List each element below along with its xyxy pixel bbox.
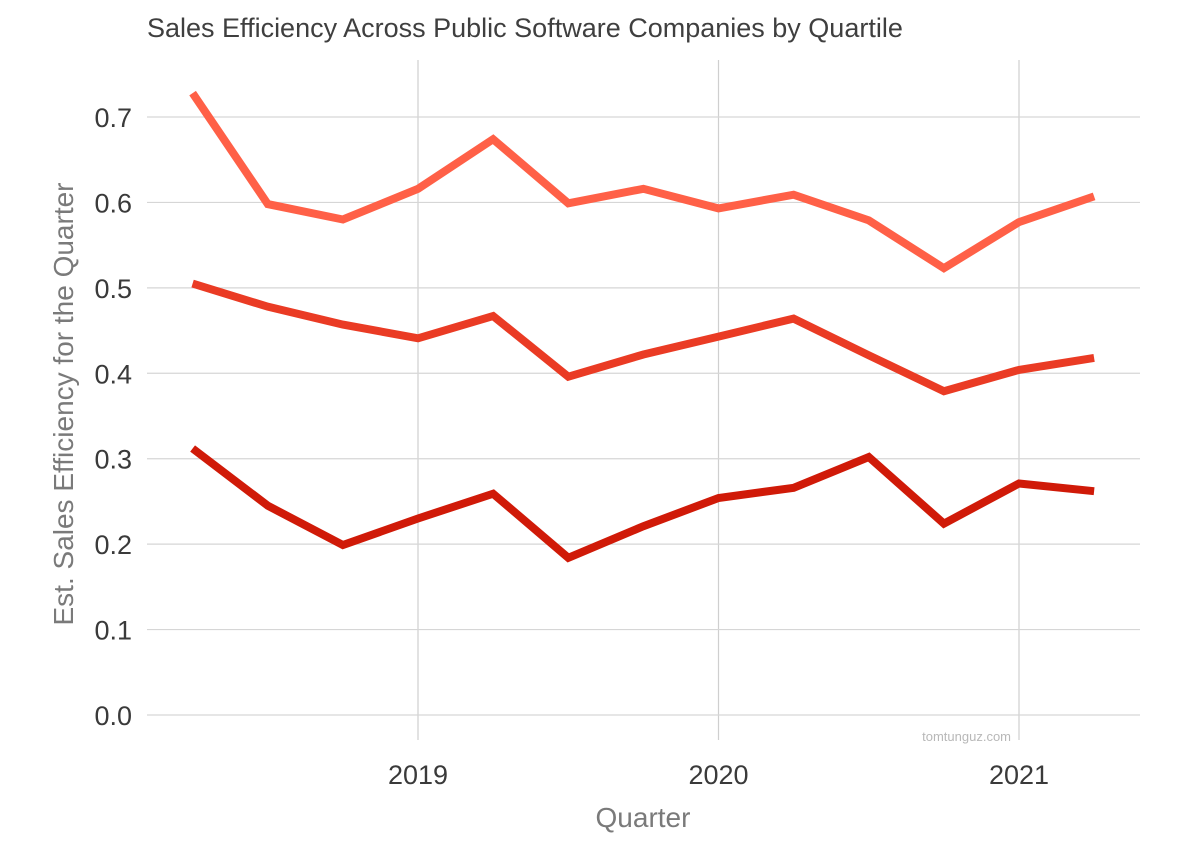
x-tick-label: 2020 bbox=[688, 760, 748, 790]
x-axis-ticks: 2019 2020 2021 bbox=[388, 760, 1049, 790]
y-tick-label: 0.2 bbox=[94, 530, 132, 560]
series-line-bottom-quartile bbox=[190, 445, 1095, 563]
series-line-top-quartile bbox=[189, 90, 1096, 273]
y-tick-label: 0.1 bbox=[94, 616, 132, 646]
x-axis-label: Quarter bbox=[596, 802, 691, 833]
y-tick-label: 0.4 bbox=[94, 359, 132, 389]
x-tick-label: 2019 bbox=[388, 760, 448, 790]
chart-title: Sales Efficiency Across Public Software … bbox=[147, 13, 903, 43]
x-tick-label: 2021 bbox=[989, 760, 1049, 790]
y-tick-label: 0.5 bbox=[94, 274, 132, 304]
y-tick-label: 0.7 bbox=[94, 103, 132, 133]
series-line-median bbox=[191, 279, 1095, 396]
y-tick-label: 0.3 bbox=[94, 445, 132, 475]
y-tick-label: 0.0 bbox=[94, 701, 132, 731]
watermark: tomtunguz.com bbox=[922, 729, 1011, 744]
y-tick-label: 0.6 bbox=[94, 188, 132, 218]
y-axis-ticks: 0.0 0.1 0.2 0.3 0.4 0.5 0.6 0.7 bbox=[94, 103, 132, 731]
y-axis-label: Est. Sales Efficiency for the Quarter bbox=[48, 182, 79, 625]
series-lines bbox=[189, 90, 1096, 563]
gridlines bbox=[147, 60, 1140, 740]
